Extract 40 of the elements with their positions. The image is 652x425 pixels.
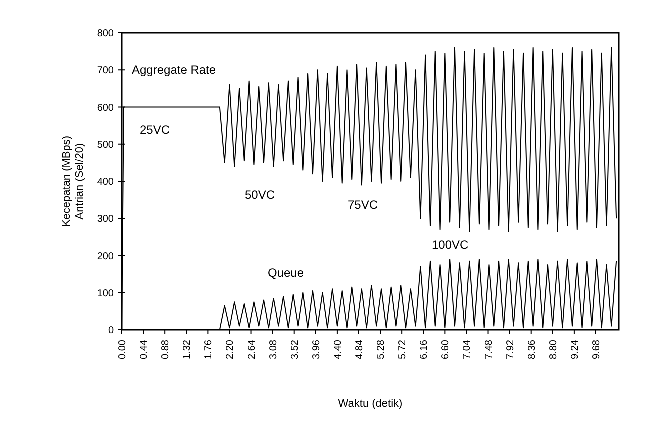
y-tick-label: 700: [97, 66, 114, 77]
x-tick-label: 7.92: [505, 340, 516, 360]
y-tick-label: 100: [97, 288, 114, 300]
x-tick-label: 9.24: [570, 340, 581, 360]
annotation: 75VC: [348, 198, 378, 212]
x-tick-label: 5.28: [376, 340, 388, 360]
x-tick-label: 6.60: [440, 340, 452, 360]
x-tick-label: 2.64: [246, 340, 258, 360]
y-tick-label: 500: [97, 140, 114, 151]
y-tick-label: 200: [97, 251, 114, 262]
x-tick-label: 8.80: [548, 340, 560, 360]
annotation: Aggregate Rate: [132, 63, 216, 78]
x-tick-label: 0.44: [139, 340, 150, 360]
x-axis-title: Waktu (detik): [338, 398, 403, 410]
x-tick-label: 9.68: [591, 340, 602, 360]
x-tick-label: 7.04: [462, 340, 474, 360]
x-tick-label: 4.84: [354, 340, 366, 360]
x-tick-label: 7.48: [484, 340, 495, 360]
annotation: 25VC: [140, 123, 170, 138]
x-tick-label: 1.32: [182, 340, 194, 360]
x-tick-label: 0.00: [118, 340, 128, 360]
y-tick-label: 300: [97, 214, 114, 226]
x-tick-label: 3.08: [268, 340, 280, 360]
x-tick-label: 0.88: [160, 340, 172, 360]
x-tick-label: 3.96: [311, 340, 322, 360]
x-tick-label: 3.52: [290, 340, 301, 360]
y-tick-label: 0: [108, 326, 114, 336]
x-tick-label: 1.76: [204, 340, 215, 360]
annotation: 50VC: [245, 188, 276, 202]
x-tick-label: 4.40: [332, 340, 344, 360]
x-tick-label: 2.20: [225, 340, 236, 360]
x-tick-label: 5.72: [398, 340, 409, 360]
annotation: 100VC: [432, 238, 470, 252]
y-tick-label: 600: [97, 102, 114, 114]
x-tick-label: 8.36: [526, 340, 538, 360]
y-axis-title: Kecepatan (MBps) Antrian (Sel/20): [61, 136, 86, 228]
x-tick-label: 6.16: [419, 340, 430, 360]
y-tick-label: 800: [97, 28, 114, 40]
annotation: Queue: [268, 266, 304, 280]
y-tick-label: 400: [97, 177, 114, 188]
